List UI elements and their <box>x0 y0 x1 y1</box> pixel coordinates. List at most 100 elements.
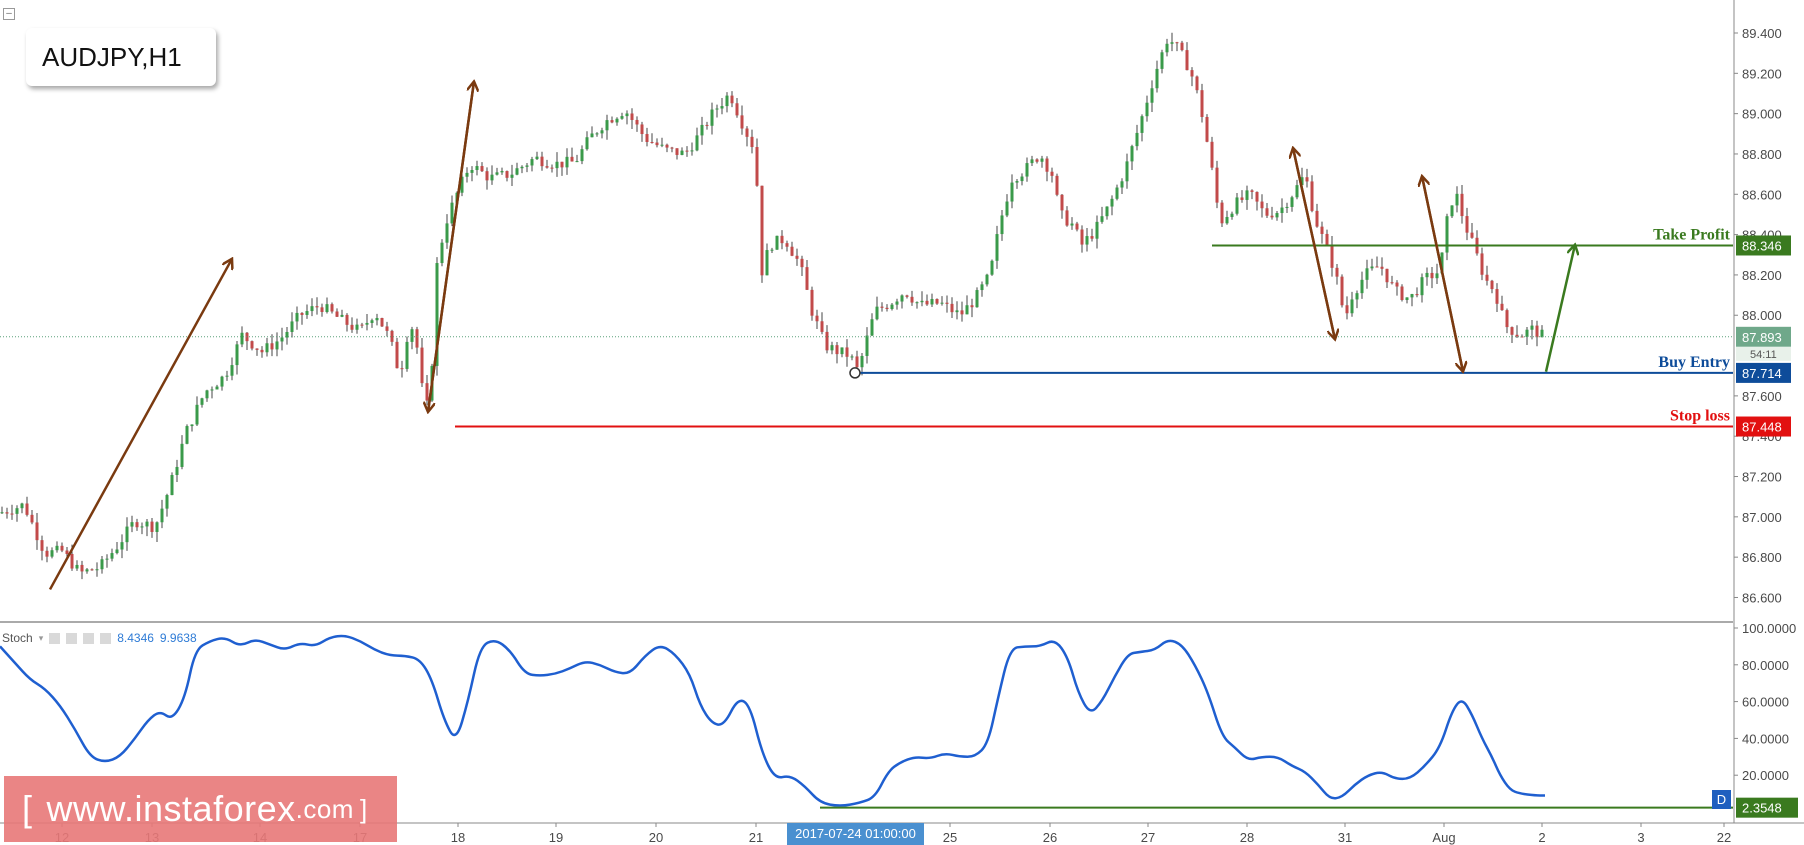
candle-body <box>165 495 169 509</box>
candle-body <box>1060 194 1064 211</box>
candle-body <box>600 130 604 134</box>
candle-body <box>205 390 209 399</box>
level-label: Buy Entry <box>1658 354 1730 371</box>
settings-icon[interactable] <box>66 632 78 644</box>
candle-body <box>10 513 14 515</box>
candle-body <box>465 172 469 177</box>
candle-body <box>590 133 594 138</box>
candle-body <box>685 150 689 152</box>
candle-body <box>310 306 314 312</box>
candle-body <box>620 116 624 119</box>
minus-box-icon[interactable]: – <box>3 8 15 20</box>
candle-body <box>235 344 239 366</box>
candle-body <box>1370 266 1374 269</box>
candle-body <box>550 167 554 169</box>
candle-body <box>895 301 899 305</box>
candle-body <box>220 376 224 387</box>
candle-body <box>595 133 599 135</box>
candle-body <box>715 108 719 110</box>
candle-body <box>565 156 569 168</box>
chart-grid <box>0 0 1804 824</box>
candle-body <box>1235 197 1239 214</box>
candle-body <box>145 521 149 527</box>
price-tick-label: 89.400 <box>1742 26 1782 41</box>
candle-body <box>1160 52 1164 69</box>
candle-body <box>55 545 59 551</box>
dropdown-caret-icon[interactable]: ▾ <box>38 632 44 643</box>
candle-body <box>1490 280 1494 290</box>
candle-body <box>485 171 489 181</box>
candle-body <box>240 332 244 345</box>
crosshair-date-label: 2017-07-24 01:00:00 <box>787 823 924 845</box>
candle-body <box>940 302 944 304</box>
stoch-header: Stoch ▾ 8.4346 9.9638 <box>2 631 197 645</box>
d-badge[interactable]: D <box>1712 790 1731 809</box>
candle-body <box>570 156 574 162</box>
candle-body <box>400 368 404 370</box>
candle-body <box>275 341 279 350</box>
candle-body <box>335 311 339 317</box>
candle-body <box>75 564 79 569</box>
candle-body <box>320 307 324 312</box>
candle-body <box>960 310 964 315</box>
candle-body <box>660 144 664 146</box>
stoch-label[interactable]: Stoch <box>2 631 33 645</box>
candle-body <box>1155 68 1159 89</box>
candle-body <box>330 304 334 312</box>
candle-body <box>705 124 709 126</box>
candle-body <box>860 355 864 368</box>
candle-body <box>1270 215 1274 218</box>
candle-body <box>1375 266 1379 268</box>
candle-body <box>1110 198 1114 207</box>
candle-body <box>825 331 829 351</box>
candle-body <box>830 345 834 351</box>
candle-body <box>1535 325 1539 338</box>
candle-body <box>1275 213 1279 218</box>
candle-body <box>70 553 74 569</box>
price-tick-label: 89.200 <box>1742 66 1782 81</box>
candle-body <box>230 365 234 376</box>
candle-body <box>835 345 839 355</box>
level-price-badge-text: 88.346 <box>1742 238 1782 253</box>
candle-body <box>955 310 959 313</box>
candle-body <box>420 347 424 384</box>
candle-body <box>1140 116 1144 133</box>
candle-body <box>855 356 859 368</box>
candle-body <box>765 250 769 276</box>
candle-body <box>1250 190 1254 192</box>
candle-body <box>1280 207 1284 214</box>
candle-body <box>195 404 199 425</box>
eye-icon[interactable] <box>49 632 61 644</box>
level-price-badge <box>1736 362 1791 383</box>
annotation-arrow <box>1544 245 1575 372</box>
watermark-open-bracket: [ <box>22 788 33 829</box>
candle-body <box>510 174 514 178</box>
candle-body <box>1210 141 1214 168</box>
candle-body <box>770 249 774 251</box>
annotation-arrow <box>1293 148 1337 340</box>
candle-body <box>885 307 889 310</box>
candle-body <box>905 295 909 297</box>
candle-body <box>1505 310 1509 328</box>
candle-body <box>840 347 844 355</box>
candle-body <box>875 306 879 320</box>
candle-body <box>355 324 359 330</box>
candle-body <box>720 106 724 109</box>
candle-body <box>535 156 539 160</box>
add-icon[interactable] <box>83 632 95 644</box>
candle-body <box>1430 272 1434 279</box>
candle-body <box>350 324 354 330</box>
candle-body <box>115 549 119 554</box>
candle-body <box>645 134 649 142</box>
candle-body <box>910 296 914 303</box>
candle-body <box>5 512 9 514</box>
candle-body <box>1065 210 1069 226</box>
candle-body <box>545 166 549 168</box>
candle-body <box>945 302 949 304</box>
candle-body <box>1420 277 1424 296</box>
candle-body <box>1010 182 1014 202</box>
candle-body <box>1350 299 1354 314</box>
candle-body <box>745 128 749 137</box>
close-icon[interactable] <box>100 632 112 644</box>
